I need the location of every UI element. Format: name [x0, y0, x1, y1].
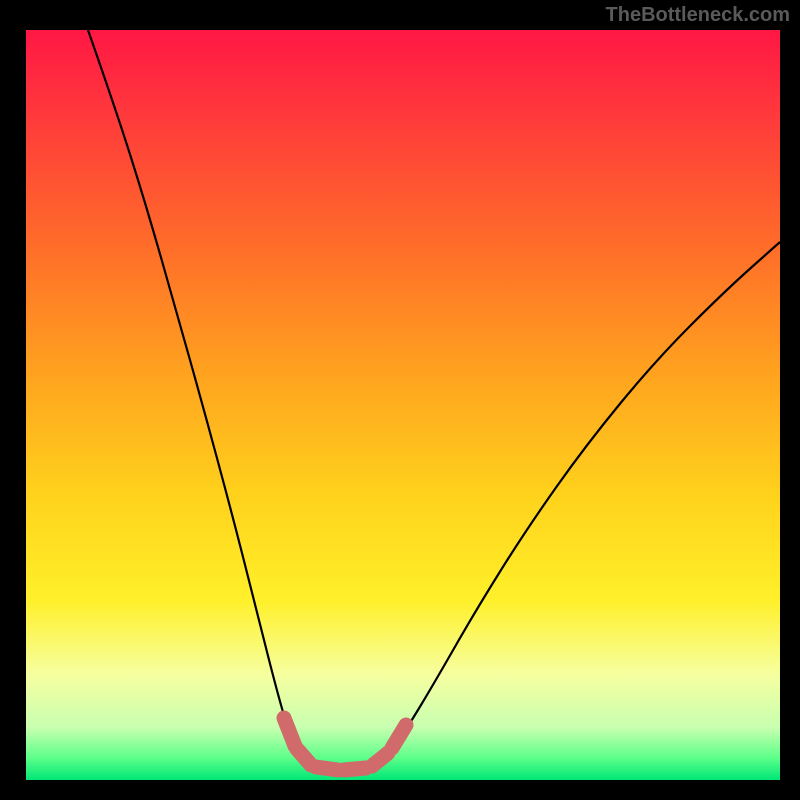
- gradient-background: [26, 30, 780, 780]
- highlight-segment: [316, 767, 338, 770]
- highlight-segment: [344, 768, 366, 770]
- highlight-segment: [297, 749, 311, 765]
- bottleneck-chart: [26, 30, 780, 780]
- highlight-segment: [372, 753, 388, 766]
- highlight-segment: [284, 718, 295, 746]
- watermark-text: TheBottleneck.com: [606, 4, 790, 27]
- plot-area: [26, 30, 780, 780]
